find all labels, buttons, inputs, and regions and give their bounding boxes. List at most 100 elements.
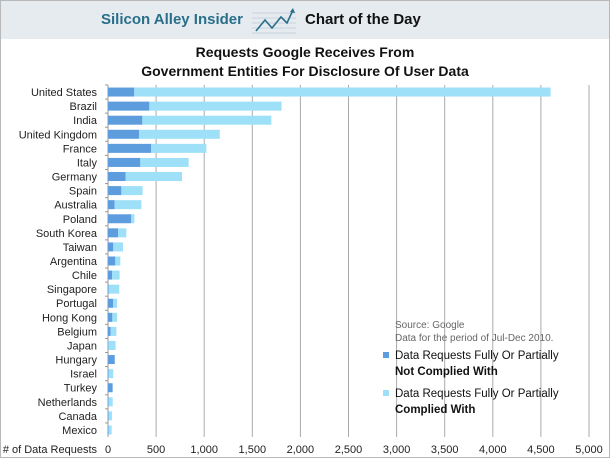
annotation-source: Source: Google xyxy=(395,320,465,331)
x-tick-label: 500 xyxy=(147,444,165,456)
bar-not-complied xyxy=(108,326,111,336)
y-tick-label: Belgium xyxy=(57,326,97,338)
y-tick-label: Spain xyxy=(69,186,97,198)
x-tick-label: 2,000 xyxy=(287,444,315,456)
x-tick-label: 0 xyxy=(105,444,111,456)
bar-not-complied xyxy=(108,355,115,365)
chart-title-line-1: Requests Google Receives From xyxy=(195,44,415,60)
bar-not-complied xyxy=(108,298,114,308)
bar-complied xyxy=(108,411,112,421)
x-axis-label: # of Data Requests xyxy=(3,444,98,456)
x-tick-label: 2,500 xyxy=(335,444,363,456)
x-tick-label: 1,000 xyxy=(190,444,218,456)
bar-not-complied xyxy=(108,214,131,224)
bar-complied xyxy=(121,186,143,196)
bar-complied xyxy=(115,256,121,266)
chart-title-line-2: Government Entities For Disclosure Of Us… xyxy=(141,63,469,79)
bar-not-complied xyxy=(108,411,109,421)
bar-not-complied xyxy=(108,115,143,125)
bar-complied xyxy=(142,115,272,125)
bar-not-complied xyxy=(108,200,115,210)
bar-not-complied xyxy=(108,369,109,379)
y-tick-label: Taiwan xyxy=(63,242,97,254)
annotation-period: Data for the period of Jul-Dec 2010. xyxy=(395,333,553,344)
y-tick-label: South Korea xyxy=(36,228,98,240)
bar-complied xyxy=(130,214,135,224)
y-tick-label: Hong Kong xyxy=(42,312,97,324)
bar-not-complied xyxy=(108,242,114,252)
y-tick-label: Singapore xyxy=(47,284,97,296)
x-tick-label: 3,000 xyxy=(383,444,411,456)
y-tick-label: Poland xyxy=(63,214,97,226)
bar-complied xyxy=(151,143,207,153)
y-tick-label: Chile xyxy=(72,270,97,282)
y-tick-label: Portugal xyxy=(56,298,97,310)
x-tick-label: 1,500 xyxy=(239,444,267,456)
y-tick-label: Australia xyxy=(54,200,98,212)
header-band: Silicon Alley Insider Chart of the Day xyxy=(1,1,609,39)
x-tick-label: 3,500 xyxy=(431,444,459,456)
bar-complied xyxy=(108,284,120,294)
y-tick-label: Mexico xyxy=(62,425,97,437)
bar-complied xyxy=(138,129,220,139)
y-tick-label: United States xyxy=(31,87,98,99)
bar-not-complied xyxy=(108,143,152,153)
bar-complied xyxy=(114,200,142,210)
bar-not-complied xyxy=(108,172,126,182)
bar-not-complied xyxy=(108,256,116,266)
bar-complied xyxy=(108,369,114,379)
y-tick-label: Argentina xyxy=(50,256,98,268)
bar-complied xyxy=(113,298,118,308)
bar-complied xyxy=(110,326,117,336)
bar-not-complied xyxy=(108,425,109,435)
y-tick-label: Hungary xyxy=(55,355,97,367)
bar-complied xyxy=(125,172,182,182)
bar-complied xyxy=(113,242,124,252)
bar-complied xyxy=(108,425,112,435)
section-title: Chart of the Day xyxy=(305,11,421,28)
y-tick-label: Turkey xyxy=(64,383,98,395)
bar-not-complied xyxy=(108,129,139,139)
bar-complied xyxy=(149,101,282,111)
y-tick-label: India xyxy=(73,115,98,127)
y-tick-label: Canada xyxy=(58,411,97,423)
x-tick-label: 4,000 xyxy=(479,444,507,456)
legend-label-line-1: Data Requests Fully Or Partially xyxy=(395,350,559,362)
bar-not-complied xyxy=(108,397,109,407)
bar-not-complied xyxy=(108,157,141,167)
bar-not-complied xyxy=(108,101,150,111)
bar-not-complied xyxy=(108,186,122,196)
legend-label-line-2: Not Complied With xyxy=(395,366,498,378)
bar-complied xyxy=(134,87,551,97)
y-tick-label: Netherlands xyxy=(38,397,98,409)
bar-complied xyxy=(112,270,120,280)
y-tick-label: Israel xyxy=(70,369,97,381)
bar-complied xyxy=(108,397,113,407)
y-tick-label: Brazil xyxy=(69,101,97,113)
bar-not-complied xyxy=(108,87,135,97)
x-tick-label: 4,500 xyxy=(527,444,555,456)
bar-not-complied xyxy=(108,383,113,393)
bar-not-complied xyxy=(108,312,113,322)
brand-name: Silicon Alley Insider xyxy=(101,11,243,28)
y-tick-label: United Kingdom xyxy=(19,129,97,141)
y-tick-label: France xyxy=(63,143,97,155)
bar-not-complied xyxy=(108,270,113,280)
x-tick-label: 5,000 xyxy=(575,444,603,456)
bar-not-complied xyxy=(108,228,119,238)
bar-complied xyxy=(140,157,189,167)
legend-label-line-2: Complied With xyxy=(395,404,475,416)
y-tick-label: Japan xyxy=(67,340,97,352)
bar-complied xyxy=(112,312,118,322)
y-tick-label: Italy xyxy=(77,157,98,169)
legend-swatch xyxy=(383,352,389,358)
trend-chart-icon xyxy=(252,8,296,34)
bar-complied xyxy=(108,340,116,350)
bar-not-complied xyxy=(108,284,109,294)
legend-label-line-1: Data Requests Fully Or Partially xyxy=(395,388,559,400)
y-tick-label: Germany xyxy=(52,172,98,184)
bar-complied xyxy=(118,228,127,238)
legend-swatch xyxy=(383,390,389,396)
